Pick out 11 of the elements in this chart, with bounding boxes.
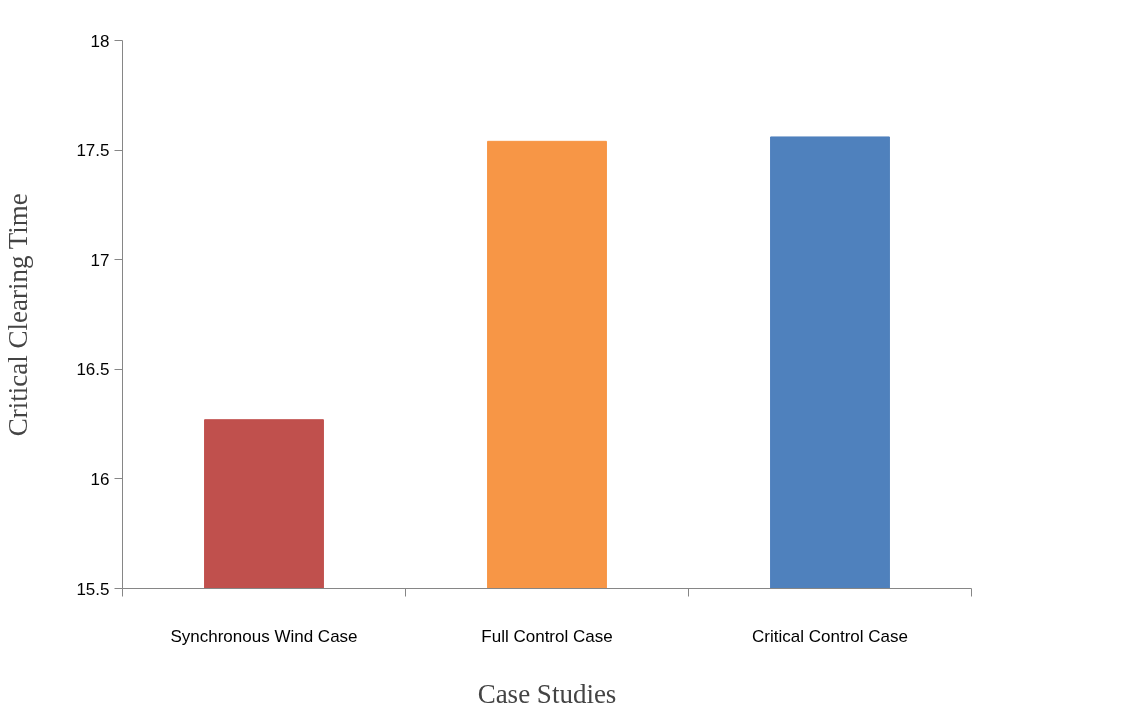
x-axis-title: Case Studies	[477, 678, 617, 709]
x-tick-label: Synchronous Wind Case	[170, 626, 358, 646]
y-tick-label: 16.5	[76, 360, 110, 380]
x-tick-label: Critical Control Case	[752, 626, 908, 646]
x-tick-label: Full Control Case	[481, 626, 613, 646]
y-tick-label: 15.5	[76, 579, 110, 599]
y-tick-label: 18	[90, 31, 110, 51]
y-tick-label: 17.5	[76, 141, 110, 161]
y-axis-title: Critical Clearing Time	[3, 193, 34, 437]
y-tick-label: 16	[90, 469, 110, 489]
y-tick-label: 17	[90, 250, 110, 270]
